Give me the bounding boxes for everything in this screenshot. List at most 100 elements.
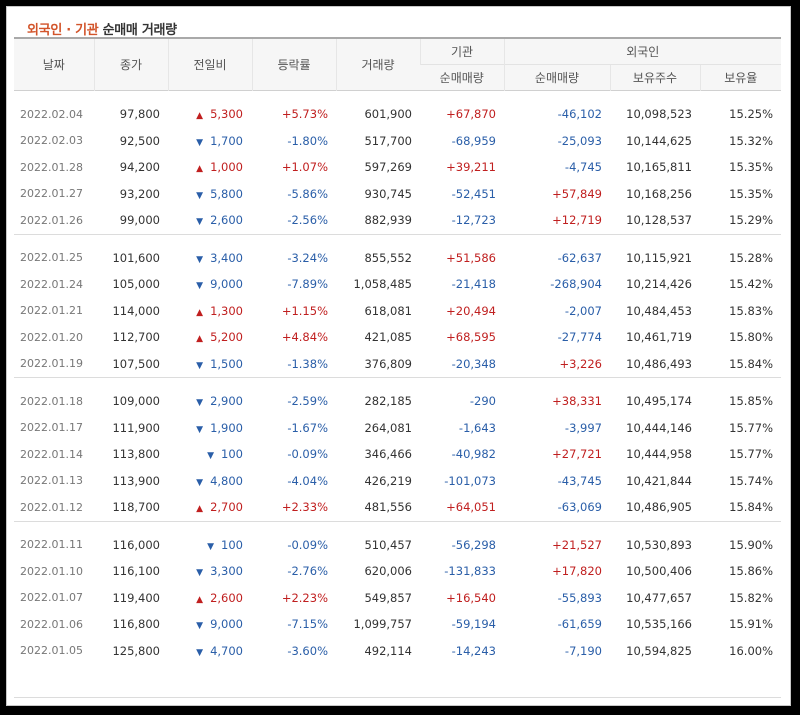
down-arrow-icon: ▼ <box>196 398 204 409</box>
cell-date: 2022.01.28 <box>20 160 83 174</box>
cell-foreign-ratio: 15.84% <box>729 500 774 515</box>
cell-rate: -0.09% <box>287 537 328 552</box>
cell-foreign-holdings: 10,486,905 <box>626 500 692 515</box>
change-value: 100 <box>221 447 243 462</box>
cell-close: 119,400 <box>112 590 160 605</box>
cell-foreign-holdings: 10,530,893 <box>626 537 692 552</box>
cell-foreign-net: +21,527 <box>552 537 602 552</box>
cell-foreign-ratio: 15.83% <box>729 303 774 318</box>
change-value: 2,600 <box>210 590 243 605</box>
cell-change: ▼ 1,500 <box>168 351 252 378</box>
cell-volume: 882,939 <box>364 213 412 228</box>
change-value: 2,600 <box>210 213 243 228</box>
change-value: 2,900 <box>210 394 243 409</box>
header-foreign-group: 외국인 <box>503 38 782 65</box>
table-row: 2022.01.10 116,100 ▼ 3,300 -2.76% 620,006 -131… <box>14 558 781 585</box>
cell-foreign-holdings: 10,098,523 <box>626 107 692 122</box>
cell-institution-net: +64,051 <box>446 500 496 515</box>
cell-change: ▲ 2,700 <box>168 494 252 521</box>
cell-institution-net: -52,451 <box>451 186 496 201</box>
cell-close: 116,000 <box>112 537 160 552</box>
cell-close: 113,900 <box>112 473 160 488</box>
cell-foreign-net: -25,093 <box>557 133 602 148</box>
title-foreign-institution: 외국인 · 기관 <box>27 23 99 38</box>
cell-foreign-holdings: 10,461,719 <box>626 330 692 345</box>
cell-foreign-ratio: 15.77% <box>729 420 774 435</box>
change-value: 1,000 <box>210 160 243 175</box>
cell-rate: -1.38% <box>287 356 328 371</box>
cell-change: ▼ 2,600 <box>168 207 252 234</box>
cell-institution-net: -12,723 <box>451 213 496 228</box>
cell-institution-net: -56,298 <box>451 537 496 552</box>
cell-change: ▼ 5,800 <box>168 181 252 208</box>
cell-foreign-ratio: 15.85% <box>729 394 774 409</box>
cell-change: ▼ 2,900 <box>168 388 252 415</box>
down-arrow-icon: ▼ <box>207 451 215 462</box>
change-value: 1,500 <box>210 356 243 371</box>
cell-foreign-ratio: 15.90% <box>729 537 774 552</box>
cell-rate: -4.04% <box>287 473 328 488</box>
cell-volume: 282,185 <box>364 394 412 409</box>
cell-close: 94,200 <box>119 160 160 175</box>
cell-volume: 426,219 <box>364 473 412 488</box>
end-spacer-cell <box>14 664 781 674</box>
header-close: 종가 <box>93 38 168 91</box>
cell-foreign-ratio: 16.00% <box>729 643 774 658</box>
cell-foreign-ratio: 15.80% <box>729 330 774 345</box>
header-foreign-holdings: 보유주수 <box>609 64 700 91</box>
cell-foreign-holdings: 10,421,844 <box>626 473 692 488</box>
cell-date: 2022.02.04 <box>20 107 83 121</box>
cell-foreign-ratio: 15.28% <box>729 250 774 265</box>
cell-foreign-net: -2,007 <box>564 303 602 318</box>
cell-date: 2022.01.14 <box>20 447 83 461</box>
cell-foreign-ratio: 15.29% <box>729 213 774 228</box>
down-arrow-icon: ▼ <box>196 360 204 371</box>
cell-volume: 264,081 <box>364 420 412 435</box>
table-row: 2022.01.17 111,900 ▼ 1,900 -1.67% 264,081 -1,6… <box>14 415 781 442</box>
down-arrow-icon: ▼ <box>196 137 204 148</box>
cell-date: 2022.02.03 <box>20 134 83 148</box>
cell-date: 2022.01.05 <box>20 644 83 658</box>
cell-institution-net: -14,243 <box>451 643 496 658</box>
cell-foreign-net: -27,774 <box>557 330 602 345</box>
separator-cell <box>14 91 781 102</box>
cell-close: 99,000 <box>119 213 160 228</box>
cell-foreign-net: -7,190 <box>564 643 602 658</box>
cell-date: 2022.01.07 <box>20 591 83 605</box>
cell-foreign-holdings: 10,444,958 <box>626 447 692 462</box>
down-arrow-icon: ▼ <box>196 254 204 265</box>
change-value: 4,700 <box>210 643 243 658</box>
table-bottom-border <box>14 697 781 698</box>
up-arrow-icon: ▲ <box>196 307 204 318</box>
cell-rate: +2.23% <box>281 590 328 605</box>
separator-cell <box>14 377 782 388</box>
down-arrow-icon: ▼ <box>196 647 204 658</box>
cell-rate: -1.67% <box>287 420 328 435</box>
table-row: 2022.01.05 125,800 ▼ 4,700 -3.60% 492,114 -14,… <box>14 638 781 665</box>
cell-volume: 855,552 <box>364 250 412 265</box>
cell-foreign-net: +17,820 <box>552 564 602 579</box>
table-row: 2022.01.28 94,200 ▲ 1,000 +1.07% 597,269 +39,2… <box>14 154 781 181</box>
table-row: 2022.01.07 119,400 ▲ 2,600 +2.23% 549,857 +16,… <box>14 585 781 612</box>
cell-change: ▼ 1,700 <box>168 128 252 155</box>
cell-foreign-holdings: 10,500,406 <box>626 564 692 579</box>
separator-cell <box>14 520 782 532</box>
cell-date: 2022.01.13 <box>20 474 83 488</box>
cell-rate: +5.73% <box>281 107 328 122</box>
cell-change: ▼ 3,400 <box>168 245 252 272</box>
group-separator <box>14 233 782 245</box>
change-value: 9,000 <box>210 617 243 632</box>
cell-foreign-net: -268,904 <box>550 277 602 292</box>
change-value: 1,300 <box>210 303 243 318</box>
cell-foreign-net: +27,721 <box>552 447 602 462</box>
cell-foreign-net: +57,849 <box>552 186 602 201</box>
group-separator <box>14 520 782 532</box>
cell-institution-net: -59,194 <box>451 617 496 632</box>
change-value: 1,700 <box>210 133 243 148</box>
cell-rate: -2.56% <box>287 213 328 228</box>
cell-foreign-holdings: 10,444,146 <box>626 420 692 435</box>
table-row: 2022.01.12 118,700 ▲ 2,700 +2.33% 481,556 +64,… <box>14 494 781 521</box>
cell-foreign-ratio: 15.84% <box>729 356 774 371</box>
cell-change: ▼ 1,900 <box>168 415 252 442</box>
down-arrow-icon: ▼ <box>196 568 204 579</box>
